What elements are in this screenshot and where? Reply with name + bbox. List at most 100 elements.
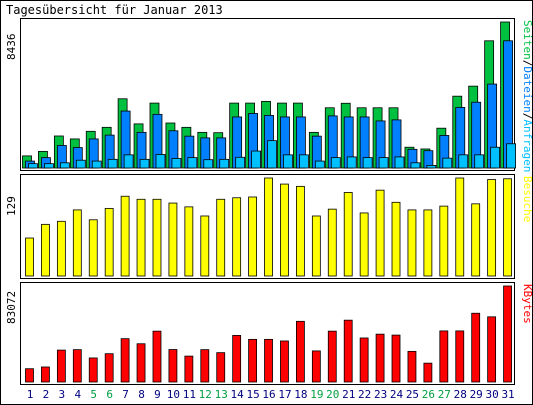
bar-anfragen <box>91 160 102 169</box>
bar-anfragen <box>474 154 485 169</box>
bar-bottom <box>343 319 353 383</box>
bar-middle <box>41 223 50 277</box>
bar-bottom <box>184 355 194 383</box>
day-axis-labels: 1 2 3 4 5 6 7 8 9 10 11 12 13 14 15 16 17 18 19 20 21 22 23 24 2… <box>27 388 515 401</box>
bar-bottom <box>88 357 98 383</box>
bar-anfragen <box>75 159 86 169</box>
bar-bottom <box>375 333 385 383</box>
bar-middle <box>391 201 401 277</box>
bar-middle <box>232 197 242 277</box>
bar-bottom <box>391 334 401 383</box>
bar-bottom <box>423 362 433 383</box>
bar-middle <box>136 198 146 277</box>
bar-anfragen <box>155 154 166 169</box>
bar-middle <box>311 215 321 277</box>
bar-anfragen <box>426 165 437 169</box>
bar-bottom <box>104 353 114 383</box>
bar-middle <box>487 179 497 277</box>
bar-middle <box>104 207 114 277</box>
bar-middle <box>280 183 289 277</box>
bar-anfragen <box>107 158 118 169</box>
bar-anfragen <box>203 159 214 169</box>
legend-separator: / <box>521 60 533 67</box>
day-label: 28 <box>454 388 467 401</box>
y-max-label: 83072 <box>5 291 18 324</box>
bar-anfragen <box>314 160 325 169</box>
day-label: 3 <box>59 388 66 401</box>
bar-middle <box>439 205 449 277</box>
bar-anfragen <box>267 140 277 169</box>
bar-anfragen <box>394 156 405 169</box>
bar-middle <box>248 196 257 277</box>
bar-middle <box>455 177 465 277</box>
day-label: 8 <box>138 388 145 401</box>
bar-bottom <box>152 330 162 383</box>
day-label: 4 <box>74 388 81 401</box>
bar-anfragen <box>187 157 198 169</box>
bar-anfragen <box>330 157 341 169</box>
bar-bottom <box>503 285 512 383</box>
y-max-label: 8436 <box>5 34 18 61</box>
bar-anfragen <box>171 158 182 169</box>
bar-anfragen <box>458 154 469 169</box>
bar-bottom <box>455 330 465 383</box>
day-label: 19 <box>310 388 323 401</box>
bar-middle <box>168 202 178 277</box>
bar-anfragen <box>362 157 373 169</box>
day-label: 22 <box>358 388 371 401</box>
bar-anfragen <box>378 157 389 169</box>
bar-bottom <box>280 340 289 383</box>
day-label: 2 <box>43 388 50 401</box>
bar-bottom <box>407 350 417 383</box>
legend: Seiten/Dateien/Anfragen <box>521 20 533 172</box>
legend-entry-besuche: Besuche <box>521 176 533 222</box>
bar-bottom <box>359 337 369 383</box>
bar-bottom <box>216 352 226 383</box>
day-label: 31 <box>501 388 514 401</box>
bar-middle <box>359 212 369 277</box>
bar-anfragen <box>123 154 134 169</box>
bar-middle <box>56 220 66 277</box>
bar-bottom <box>200 349 210 383</box>
bar-middle <box>327 208 337 277</box>
bar-bottom <box>136 343 146 383</box>
day-label: 21 <box>342 388 355 401</box>
bar-bottom <box>72 349 82 383</box>
day-label: 17 <box>278 388 291 401</box>
bar-bottom <box>296 320 305 383</box>
day-label: 12 <box>199 388 212 401</box>
bar-bottom <box>311 350 321 383</box>
bar-bottom <box>327 330 337 383</box>
bar-middle <box>471 203 481 277</box>
bar-bottom <box>264 338 273 383</box>
panel-visits: 129 Besuche <box>5 174 533 279</box>
legend-entry-dateien: Dateien <box>521 66 533 112</box>
bar-anfragen <box>490 146 501 169</box>
bar-anfragen <box>28 163 38 169</box>
bar-middle <box>25 237 34 277</box>
bar-anfragen <box>506 143 516 169</box>
bar-anfragen <box>299 154 309 169</box>
legend-entry-kbytes: KBytes <box>521 284 533 324</box>
day-label: 6 <box>106 388 113 401</box>
day-label: 25 <box>406 388 419 401</box>
bar-middle <box>216 198 226 277</box>
bar-middle <box>88 219 98 277</box>
day-label: 9 <box>154 388 161 401</box>
legend-separator: / <box>521 113 533 120</box>
day-label: 10 <box>167 388 180 401</box>
bar-middle <box>72 209 82 277</box>
day-label: 14 <box>231 388 245 401</box>
day-label: 30 <box>486 388 499 401</box>
bar-middle <box>503 178 512 277</box>
bar-bottom <box>25 368 34 383</box>
bar-middle <box>296 185 305 277</box>
day-label: 16 <box>262 388 275 401</box>
bar-middle <box>152 198 162 277</box>
panel-kbytes: 83072 KBytes <box>5 282 533 385</box>
day-label: 20 <box>326 388 339 401</box>
bar-bottom <box>471 312 481 383</box>
day-label: 29 <box>470 388 483 401</box>
bar-middle <box>264 177 273 277</box>
